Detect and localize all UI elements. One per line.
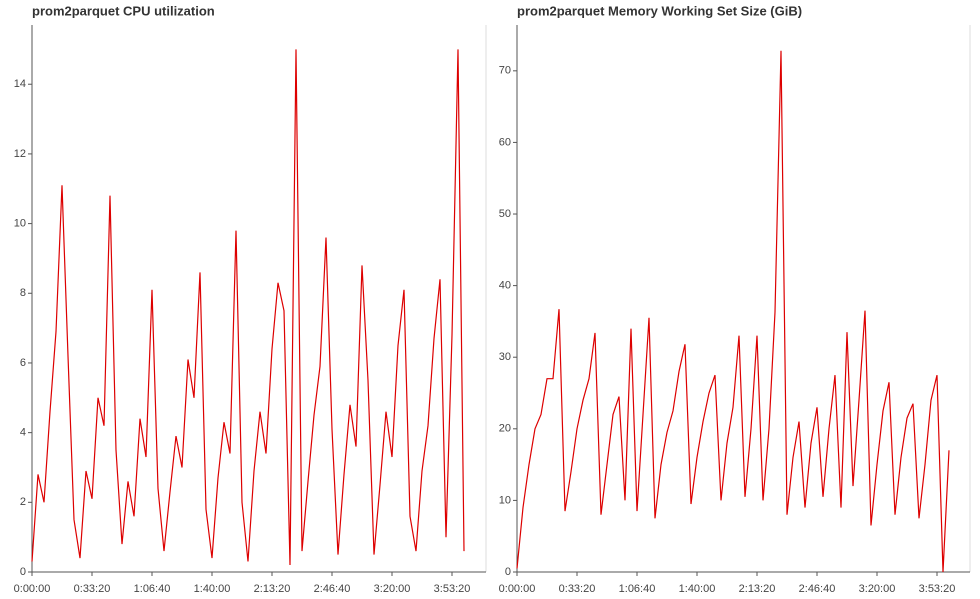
x-tick-label: 2:46:40 [314,583,351,595]
y-tick-label: 20 [499,423,511,435]
series-line [516,50,950,573]
y-tick-label: 12 [14,148,26,160]
y-tick-label: 10 [499,494,511,506]
x-tick-label: 0:33:20 [74,583,111,595]
x-tick-label: 0:00:00 [499,583,536,595]
x-tick-label: 3:53:20 [919,583,956,595]
y-tick-label: 70 [499,65,511,77]
x-tick-label: 2:46:40 [799,583,836,595]
x-tick-label: 0:33:20 [559,583,596,595]
x-tick-label: 2:13:20 [254,583,291,595]
y-tick-label: 40 [499,280,511,292]
x-tick-label: 3:53:20 [434,583,471,595]
y-tick-label: 0 [505,566,511,578]
y-tick-label: 2 [20,496,26,508]
x-tick-label: 0:00:00 [14,583,51,595]
x-tick-label: 1:06:40 [134,583,171,595]
x-tick-label: 1:06:40 [619,583,656,595]
x-tick-label: 3:20:00 [859,583,896,595]
x-tick-label: 1:40:00 [679,583,716,595]
y-tick-label: 0 [20,566,26,578]
y-tick-label: 60 [499,136,511,148]
y-tick-label: 30 [499,351,511,363]
y-tick-label: 8 [20,287,26,299]
series-line [31,49,465,566]
y-tick-label: 4 [20,427,26,439]
y-tick-label: 10 [14,217,26,229]
y-tick-label: 50 [499,208,511,220]
chart-title: prom2parquet Memory Working Set Size (Gi… [517,3,802,18]
y-tick-label: 6 [20,357,26,369]
x-tick-label: 2:13:20 [739,583,776,595]
x-tick-label: 1:40:00 [194,583,231,595]
x-tick-label: 3:20:00 [374,583,411,595]
chart-title: prom2parquet CPU utilization [32,3,215,18]
y-tick-label: 14 [14,78,26,90]
